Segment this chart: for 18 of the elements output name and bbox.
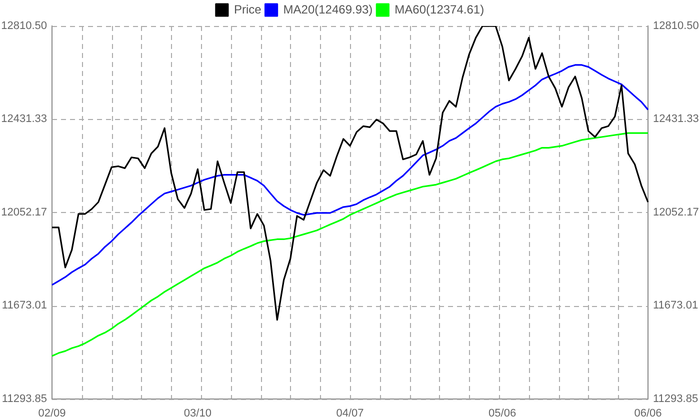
x-tick-label: 03/10 [184,407,212,420]
y-tick-label: 12431.33 [1,113,47,126]
y-tick-label: 12810.50 [1,20,47,32]
y2-tick-label: 11293.85 [653,392,698,405]
y2-tick-label: 12052.17 [653,206,699,218]
legend-label: Price [234,2,262,16]
y-tick-label: 11673.01 [2,300,47,312]
x-tick-label: 04/07 [336,407,364,420]
x-tick-label: 05/06 [488,407,516,420]
y-tick-label: 11293.85 [2,392,47,405]
legend-label: MA20(12469.93) [283,2,373,16]
legend-label: MA60(12374.61) [394,2,484,16]
x-tick-label: 02/09 [38,407,66,420]
y-tick-label: 12052.17 [1,206,47,218]
y2-tick-label: 12431.33 [653,113,699,126]
y2-tick-label: 12810.50 [653,20,699,32]
y2-tick-label: 11673.01 [653,300,698,312]
x-tick-label: 06/06 [634,407,662,420]
